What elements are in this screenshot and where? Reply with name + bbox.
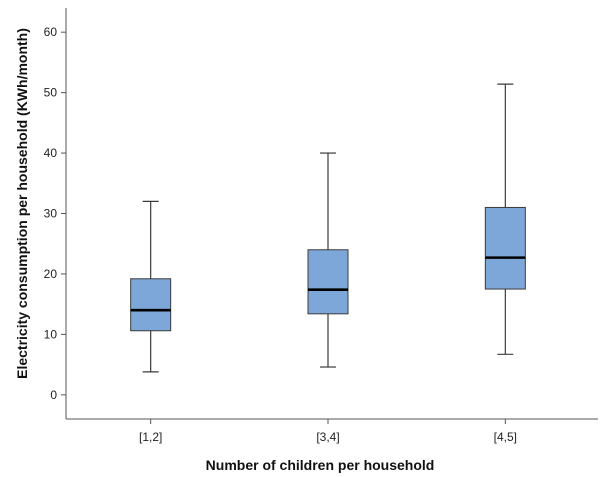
y-tick-label: 60 bbox=[44, 25, 58, 39]
y-tick-label: 40 bbox=[44, 146, 58, 160]
y-tick-label: 50 bbox=[44, 86, 58, 100]
x-tick-label: [1,2] bbox=[139, 430, 162, 444]
y-axis-title: Electricity consumption per household (K… bbox=[14, 28, 30, 379]
y-axis: 0 10 20 30 40 50 60 bbox=[44, 8, 67, 419]
x-tick-label: [3,4] bbox=[316, 430, 339, 444]
boxes bbox=[130, 83, 526, 373]
iqr-box bbox=[307, 249, 349, 315]
x-tick-label: [4,5] bbox=[494, 430, 517, 444]
y-tick-label: 20 bbox=[44, 267, 58, 281]
y-tick-label: 0 bbox=[50, 388, 57, 402]
x-axis-title: Number of children per household bbox=[206, 457, 435, 473]
x-axis: [1,2] [3,4] [4,5] bbox=[66, 418, 598, 444]
box-group bbox=[307, 152, 349, 368]
box-group bbox=[484, 83, 526, 355]
y-tick-label: 30 bbox=[44, 207, 58, 221]
iqr-box bbox=[130, 278, 172, 332]
iqr-box bbox=[484, 206, 526, 290]
box-group bbox=[130, 200, 172, 373]
y-tick-label: 10 bbox=[44, 327, 58, 341]
